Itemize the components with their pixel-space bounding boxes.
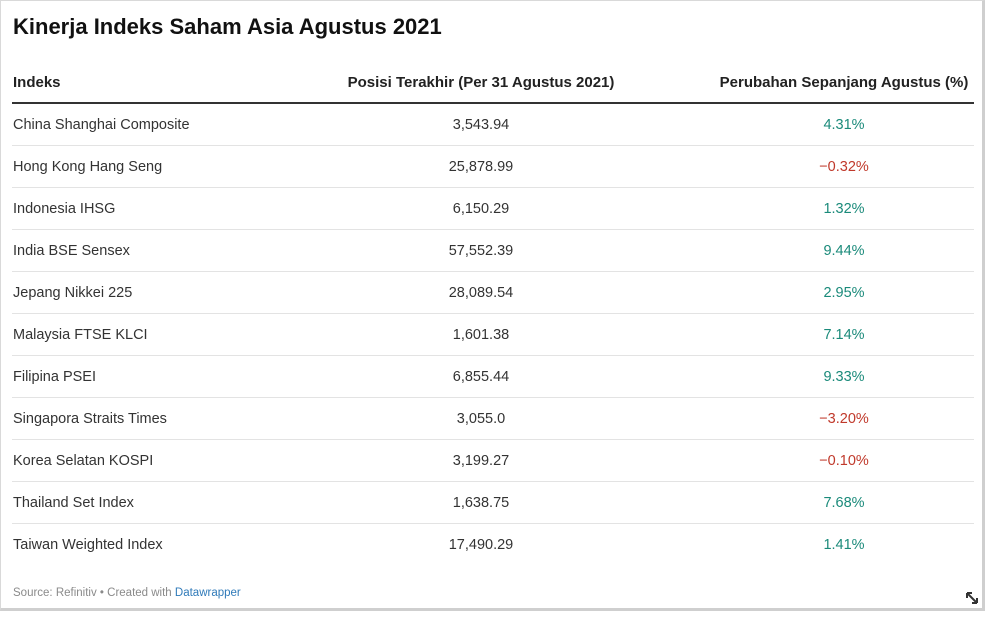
table-row: Thailand Set Index 1,638.75 7.68%: [12, 481, 974, 524]
position-cell: 3,543.94: [248, 103, 714, 146]
change-cell: 1.32%: [714, 187, 974, 230]
index-cell: Korea Selatan KOSPI: [12, 439, 248, 482]
table-row: Singapora Straits Times 3,055.0 −3.20%: [12, 397, 974, 440]
index-cell: Singapora Straits Times: [12, 397, 248, 440]
table-row: India BSE Sensex 57,552.39 9.44%: [12, 229, 974, 272]
table-row: Taiwan Weighted Index 17,490.29 1.41%: [12, 524, 974, 566]
position-cell: 25,878.99: [248, 145, 714, 188]
source-footer: Source: Refinitiv • Created with Datawra…: [13, 587, 241, 599]
data-table: Indeks Posisi Terakhir (Per 31 Agustus 2…: [12, 62, 974, 565]
index-cell: Jepang Nikkei 225: [12, 271, 248, 314]
index-cell: Hong Kong Hang Seng: [12, 145, 248, 188]
index-cell: Indonesia IHSG: [12, 187, 248, 230]
change-cell: 2.95%: [714, 271, 974, 314]
position-cell: 17,490.29: [448, 536, 514, 553]
change-cell: 1.41%: [823, 536, 865, 553]
index-cell: Malaysia FTSE KLCI: [12, 313, 248, 356]
resize-arrow-icon[interactable]: [965, 591, 979, 605]
column-header-change[interactable]: Perubahan Sepanjang Agustus (%): [714, 62, 974, 104]
index-cell: Thailand Set Index: [12, 481, 248, 524]
index-cell: Filipina PSEI: [12, 355, 248, 398]
table-row: Korea Selatan KOSPI 3,199.27 −0.10%: [12, 439, 974, 482]
header-row: Indeks Posisi Terakhir (Per 31 Agustus 2…: [12, 62, 974, 104]
table-row: Hong Kong Hang Seng 25,878.99 −0.32%: [12, 145, 974, 188]
change-cell: 9.44%: [714, 229, 974, 272]
table-row: Filipina PSEI 6,855.44 9.33%: [12, 355, 974, 398]
index-cell: Taiwan Weighted Index: [13, 536, 163, 553]
table-body: China Shanghai Composite 3,543.94 4.31% Hon…: [12, 103, 974, 565]
change-cell: −3.20%: [714, 397, 974, 440]
change-cell: 7.14%: [714, 313, 974, 356]
change-cell: 9.33%: [714, 355, 974, 398]
column-header-position[interactable]: Posisi Terakhir (Per 31 Agustus 2021): [248, 62, 714, 104]
change-cell: −0.32%: [714, 145, 974, 188]
chart-title: Kinerja Indeks Saham Asia Agustus 2021: [13, 14, 442, 39]
column-header-index[interactable]: Indeks: [12, 62, 248, 104]
position-cell: 57,552.39: [248, 229, 714, 272]
change-cell: 4.31%: [714, 103, 974, 146]
index-cell: India BSE Sensex: [12, 229, 248, 272]
source-text: Source: Refinitiv • Created with: [13, 587, 175, 599]
datawrapper-link[interactable]: Datawrapper: [174, 587, 241, 599]
change-cell: 7.68%: [714, 481, 974, 524]
position-cell: 3,055.0: [248, 397, 714, 440]
position-cell: 28,089.54: [248, 271, 714, 314]
table-row: Jepang Nikkei 225 28,089.54 2.95%: [12, 271, 974, 314]
position-cell: 6,855.44: [248, 355, 714, 398]
position-cell: 1,601.38: [248, 313, 714, 356]
table-row: China Shanghai Composite 3,543.94 4.31%: [12, 103, 974, 146]
position-cell: 3,199.27: [248, 439, 714, 482]
position-cell: 6,150.29: [248, 187, 714, 230]
index-cell: China Shanghai Composite: [12, 103, 248, 146]
table-row: Indonesia IHSG 6,150.29 1.32%: [12, 187, 974, 230]
position-cell: 1,638.75: [248, 481, 714, 524]
table-row: Malaysia FTSE KLCI 1,601.38 7.14%: [12, 313, 974, 356]
change-cell: −0.10%: [714, 439, 974, 482]
